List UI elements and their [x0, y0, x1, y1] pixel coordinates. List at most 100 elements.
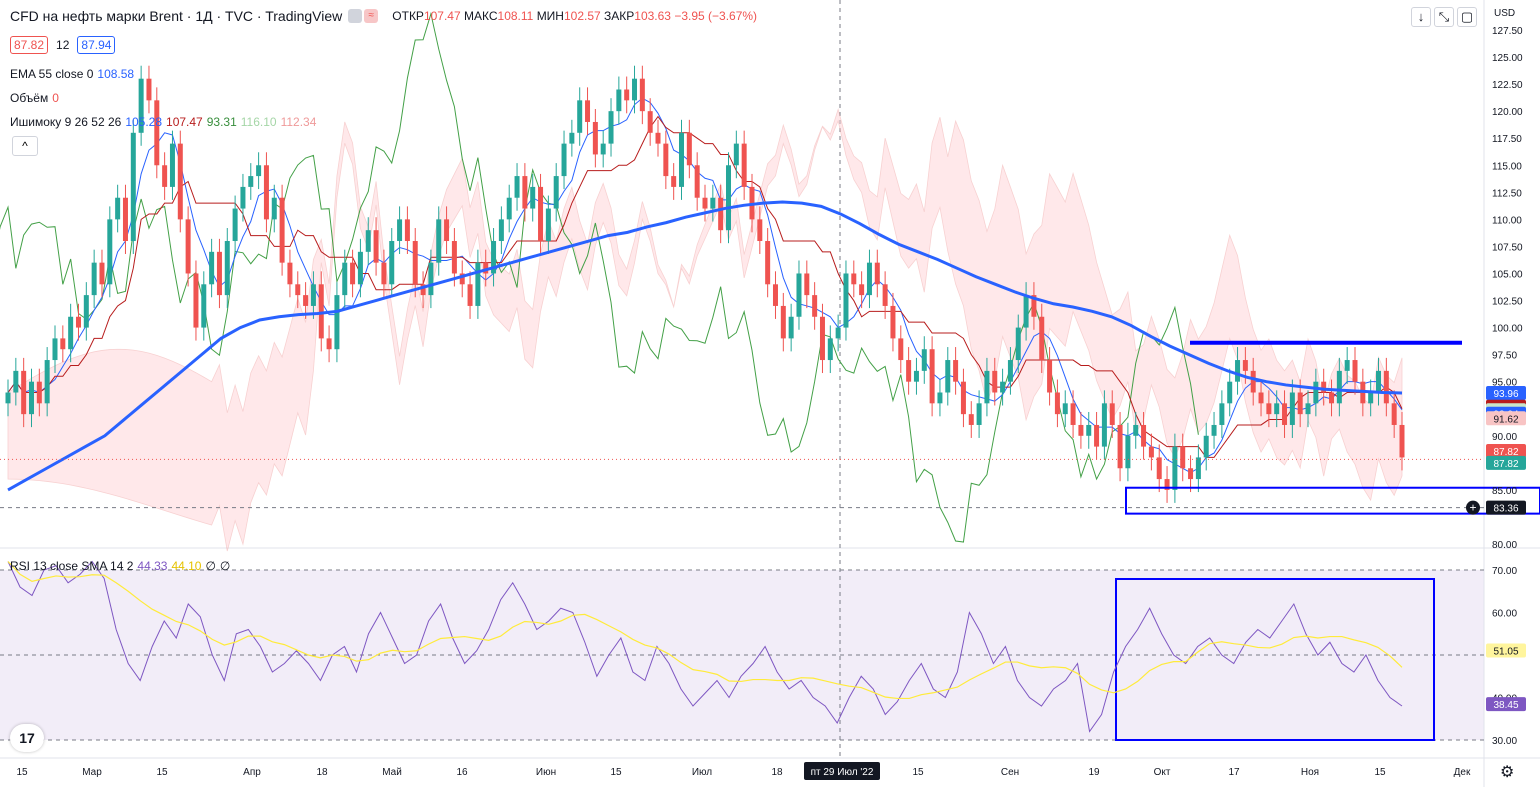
- candle-body: [1086, 424, 1092, 436]
- wave-icon[interactable]: ≈: [364, 9, 379, 23]
- add-alert-icon-glyph: +: [1469, 501, 1476, 515]
- candle-body: [303, 295, 309, 306]
- rsi-tick-label: 30.00: [1492, 736, 1517, 747]
- candle-body: [968, 414, 974, 425]
- candle-body: [60, 338, 66, 350]
- candle-body: [389, 241, 395, 285]
- candle-body: [921, 349, 927, 371]
- price-tick-label: 122.50: [1492, 80, 1523, 91]
- price-tick-label: 85.00: [1492, 486, 1517, 497]
- candle-body: [1235, 360, 1241, 382]
- rsi-badge-label: 51.05: [1493, 647, 1518, 658]
- candle-body: [397, 219, 403, 242]
- candle-body: [851, 273, 857, 285]
- price-badge-label: 83.36: [1493, 504, 1518, 515]
- candle-body: [780, 305, 786, 339]
- candle-body: [1242, 360, 1248, 371]
- candle-body: [44, 360, 50, 404]
- maximize-icon[interactable]: ▢: [1457, 7, 1477, 27]
- candle-body: [428, 262, 434, 296]
- time-tick-label: 18: [316, 767, 328, 778]
- candle-body: [866, 262, 872, 296]
- currency-label[interactable]: USD: [1494, 8, 1516, 19]
- candle-body: [945, 360, 951, 393]
- support-box-drawing[interactable]: [1125, 486, 1540, 515]
- ema-legend[interactable]: EMA 55 close 0 108.58: [10, 67, 138, 81]
- candle-body: [1101, 403, 1107, 447]
- candle-body: [232, 208, 238, 242]
- fullscreen-icon[interactable]: ⤡: [1434, 7, 1454, 27]
- ichimoku-base: 107.47: [166, 115, 203, 129]
- candle-body: [1133, 424, 1139, 436]
- time-tick-label: Окт: [1154, 767, 1171, 778]
- candle-body: [702, 197, 708, 209]
- candle-body: [561, 143, 567, 177]
- candle-body: [1266, 403, 1272, 415]
- candle-body: [287, 262, 293, 285]
- time-tick-label: 15: [156, 767, 168, 778]
- ema-value: 108.58: [97, 67, 135, 81]
- time-tick-label: 15: [16, 767, 28, 778]
- candle-body: [1148, 446, 1154, 458]
- candle-body: [765, 241, 771, 285]
- ichimoku-legend[interactable]: Ишимоку 9 26 52 26 105.28 107.47 93.31 116.1…: [10, 115, 320, 129]
- rsi-box-drawing[interactable]: [1115, 578, 1435, 741]
- candle-body: [882, 284, 888, 306]
- candle-body: [21, 370, 27, 415]
- candle-body: [671, 176, 677, 187]
- price-badge-label: 93.96: [1493, 389, 1518, 400]
- candle-body: [655, 132, 661, 144]
- candle-body: [13, 370, 19, 393]
- rsi-legend[interactable]: RSI 13 close SMA 14 2 44.33 44.10 ∅ ∅: [10, 559, 234, 573]
- symbol-title[interactable]: CFD на нефть марки Brent · 1Д · TVC · Tr…: [10, 8, 343, 24]
- sell-price-button[interactable]: 87.82: [10, 36, 49, 54]
- price-tick-label: 115.00: [1492, 161, 1522, 172]
- price-tick-label: 90.00: [1492, 432, 1517, 443]
- candle-body: [1258, 392, 1264, 404]
- price-badge: [1486, 455, 1526, 470]
- ema-label: EMA 55 close 0: [10, 67, 94, 81]
- candle-body: [663, 143, 669, 177]
- candle-body: [451, 241, 457, 274]
- candle-body: [1164, 479, 1170, 490]
- spread-value: 12: [56, 38, 70, 52]
- candle-body: [812, 295, 818, 317]
- price-tick-label: 125.00: [1492, 53, 1523, 64]
- price-tick-label: 117.50: [1492, 134, 1522, 145]
- time-tick-label: Дек: [1454, 767, 1471, 778]
- close-value: 103.63: [634, 9, 671, 23]
- rsi-sma-value: 44.10: [171, 559, 202, 573]
- candle-body: [1219, 403, 1225, 425]
- price-tick-label: 112.50: [1492, 188, 1522, 199]
- tradingview-logo-icon[interactable]: 17: [10, 724, 44, 752]
- candle-body: [373, 230, 379, 263]
- ichimoku-span-b: 112.34: [280, 115, 317, 129]
- candle-body: [248, 176, 254, 187]
- candle-body: [256, 165, 262, 177]
- candle-body: [906, 360, 912, 382]
- add-alert-icon[interactable]: [1466, 500, 1480, 515]
- time-tick-label: Ноя: [1301, 767, 1319, 778]
- buy-price-button[interactable]: 87.94: [77, 36, 116, 54]
- collapse-legend-button[interactable]: ^: [12, 136, 38, 156]
- candle-body: [1125, 435, 1131, 469]
- candle-body: [827, 338, 833, 361]
- candle-body: [138, 78, 144, 133]
- time-tick-label: 16: [456, 767, 468, 778]
- candle-body: [334, 295, 340, 350]
- eye-icon[interactable]: [348, 9, 363, 23]
- candle-body: [68, 316, 74, 350]
- time-tick-label: 15: [912, 767, 924, 778]
- gear-icon[interactable]: ⚙: [1500, 764, 1515, 781]
- candle-body: [201, 284, 207, 328]
- candle-body: [1117, 424, 1123, 469]
- volume-legend[interactable]: Объём 0: [10, 91, 63, 105]
- candle-body: [1376, 370, 1382, 393]
- candle-body: [154, 100, 160, 166]
- rsi-badge: [1486, 643, 1526, 658]
- arrow-down-icon[interactable]: ↓: [1411, 7, 1431, 27]
- candle-body: [984, 370, 990, 404]
- candle-body: [52, 338, 58, 361]
- rsi-sma-line: [7, 561, 1403, 700]
